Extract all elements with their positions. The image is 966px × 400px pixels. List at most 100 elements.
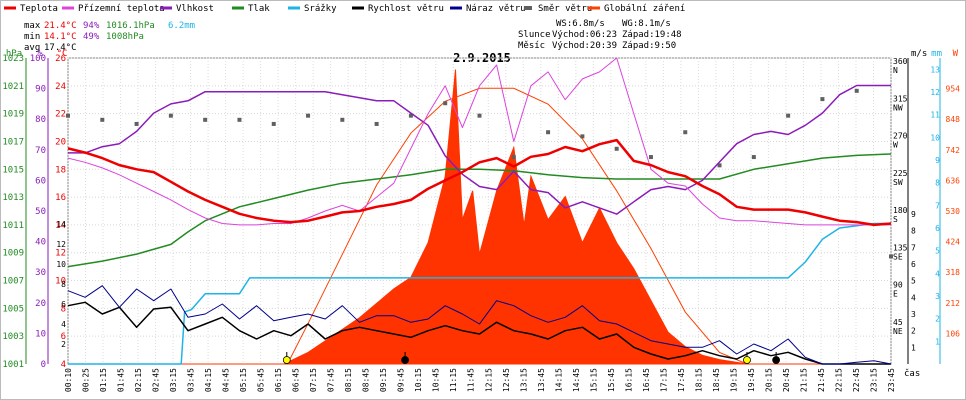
- axis-mm-tick: 11: [930, 111, 940, 120]
- axis-degc-tick: 4: [61, 360, 66, 370]
- moon-set: Západ:9:50: [622, 41, 676, 51]
- axis-degc-tick: 8: [61, 304, 66, 314]
- axis-pct-tick: 50: [35, 207, 46, 217]
- wind-direction-point: [683, 130, 688, 135]
- axes: hPa% °C1001100310051007100910111013101510…: [2, 49, 960, 392]
- axis-hpa-tick: 1011: [2, 221, 24, 231]
- wind-direction-point: [374, 121, 379, 126]
- legend-label-8: Globální záření: [604, 4, 685, 14]
- stats-max-rain: 6.2mm: [168, 21, 195, 31]
- axis-ms-tick: 4: [911, 293, 916, 302]
- axis-degc-tick: 6: [61, 332, 66, 342]
- axis-time-tick: 16:45: [642, 368, 651, 392]
- axis-pct-tick: 40: [35, 238, 46, 248]
- axis-time-tick: 01:15: [99, 368, 108, 392]
- axis-time-tick: 05:15: [239, 368, 248, 392]
- axis-ms-tick: 1: [911, 343, 916, 352]
- axis-dir-deg: 315: [893, 94, 908, 103]
- axis-degc-tick: 20: [55, 137, 66, 147]
- series-vlhkost: [68, 84, 891, 215]
- axis-hpa-tick: 1023: [2, 54, 24, 64]
- axis-dir-deg: 270: [893, 132, 908, 141]
- axis-pct-tick: 80: [35, 115, 46, 125]
- axis-w-tick: 954: [946, 85, 961, 94]
- axis-pct-unit: %: [37, 49, 43, 59]
- axis-pct-tick: 30: [35, 268, 46, 278]
- axis-degc-tick: 16: [55, 193, 66, 203]
- axis-time-tick: 15:15: [589, 368, 598, 392]
- axis-w-tick: 742: [946, 146, 961, 155]
- axis-wind-inner-tick: 4: [61, 320, 66, 329]
- wind-direction-point: [580, 134, 585, 139]
- series-teplota: [67, 138, 892, 227]
- axis-time-tick: 23:15: [869, 368, 878, 392]
- axis-dir-deg: 135: [893, 243, 908, 252]
- axis-dir-label: SE: [893, 252, 903, 261]
- axis-wind-inner-tick: 2: [61, 340, 66, 349]
- wind-direction-point: [306, 113, 311, 118]
- axis-degc-tick: 26: [55, 54, 66, 64]
- axis-degc-unit: °C: [57, 49, 68, 59]
- axis-mm-tick: 3: [935, 292, 940, 301]
- wind-direction-point: [717, 163, 722, 168]
- stats-avg-label: avg: [24, 43, 40, 53]
- sun-set: Západ:19:48: [622, 30, 682, 40]
- axis-w-tick: 848: [946, 115, 961, 124]
- axis-w-tick: 424: [946, 238, 961, 247]
- axis-pct-tick: 20: [35, 299, 46, 309]
- wind-direction-point: [134, 121, 139, 126]
- series-layer: [66, 57, 893, 365]
- axis-hpa-unit: hPa: [6, 49, 22, 59]
- legend-label-5: Rychlost větru: [368, 4, 444, 14]
- axis-dir-deg: 360: [893, 57, 908, 66]
- axis-w-tick: 530: [946, 207, 961, 216]
- axis-time-tick: 20:15: [764, 368, 773, 392]
- wind-direction-point: [648, 155, 653, 160]
- axis-wind-inner-tick: 10: [56, 260, 66, 269]
- axis-degc-tick: 18: [55, 165, 66, 175]
- axis-hpa-tick: 1019: [2, 110, 24, 120]
- stats-max-temp: 21.4°C: [44, 21, 77, 31]
- wind-direction-point: [751, 155, 756, 160]
- axis-time-tick: 06:45: [292, 368, 301, 392]
- wind-direction-point: [889, 254, 893, 259]
- wind-direction-point: [443, 101, 448, 106]
- axis-time-tick: 00:10: [64, 368, 73, 392]
- axis-time-tick: 04:15: [204, 368, 213, 392]
- stats-max-hum: 94%: [83, 21, 100, 31]
- axis-time-tick: 17:15: [659, 368, 668, 392]
- axis-mm-tick: 1: [935, 337, 940, 346]
- axis-hpa-tick: 1017: [2, 137, 24, 147]
- axis-dir-deg: 45: [893, 318, 903, 327]
- axis-hpa-tick: 1001: [2, 360, 24, 370]
- time-axis-unit: čas: [904, 368, 920, 379]
- axis-time-tick: 16:15: [624, 368, 633, 392]
- axis-dir-label: W: [893, 141, 898, 150]
- axis-ms-tick: 6: [911, 260, 916, 269]
- axis-time-tick: 13:15: [519, 368, 528, 392]
- axis-time-tick: 07:15: [309, 368, 318, 392]
- axis-time-tick: 21:15: [799, 368, 808, 392]
- axis-time-tick: 21:45: [817, 368, 826, 392]
- wind-direction-point: [340, 117, 345, 122]
- axis-mm-tick: 12: [930, 88, 940, 97]
- wind-direction-point: [820, 97, 825, 102]
- axis-ms-tick: 3: [911, 310, 916, 319]
- axis-degc-tick: 14: [55, 221, 66, 231]
- sun-label: Slunce: [518, 30, 551, 40]
- axis-time-tick: 14:15: [554, 368, 563, 392]
- marker-moon-set: [401, 356, 409, 364]
- axis-time-tick: 03:45: [187, 368, 196, 392]
- wind-direction-point: [271, 121, 276, 126]
- legend-label-0: Teplota: [20, 4, 58, 14]
- legend-label-7: Směr větru: [538, 4, 592, 14]
- marker-sunrise: [282, 356, 291, 364]
- axis-dir-label: S: [893, 215, 898, 224]
- axis-mm-tick: 9: [935, 156, 940, 165]
- axis-w-tick: 212: [946, 299, 961, 308]
- stats-min-hum: 49%: [83, 32, 100, 42]
- moon-rise: Východ:20:39: [552, 41, 617, 51]
- axis-pct-tick: 100: [30, 54, 46, 64]
- series-tlak: [67, 153, 892, 268]
- stats-min-press: 1008hPa: [106, 32, 144, 42]
